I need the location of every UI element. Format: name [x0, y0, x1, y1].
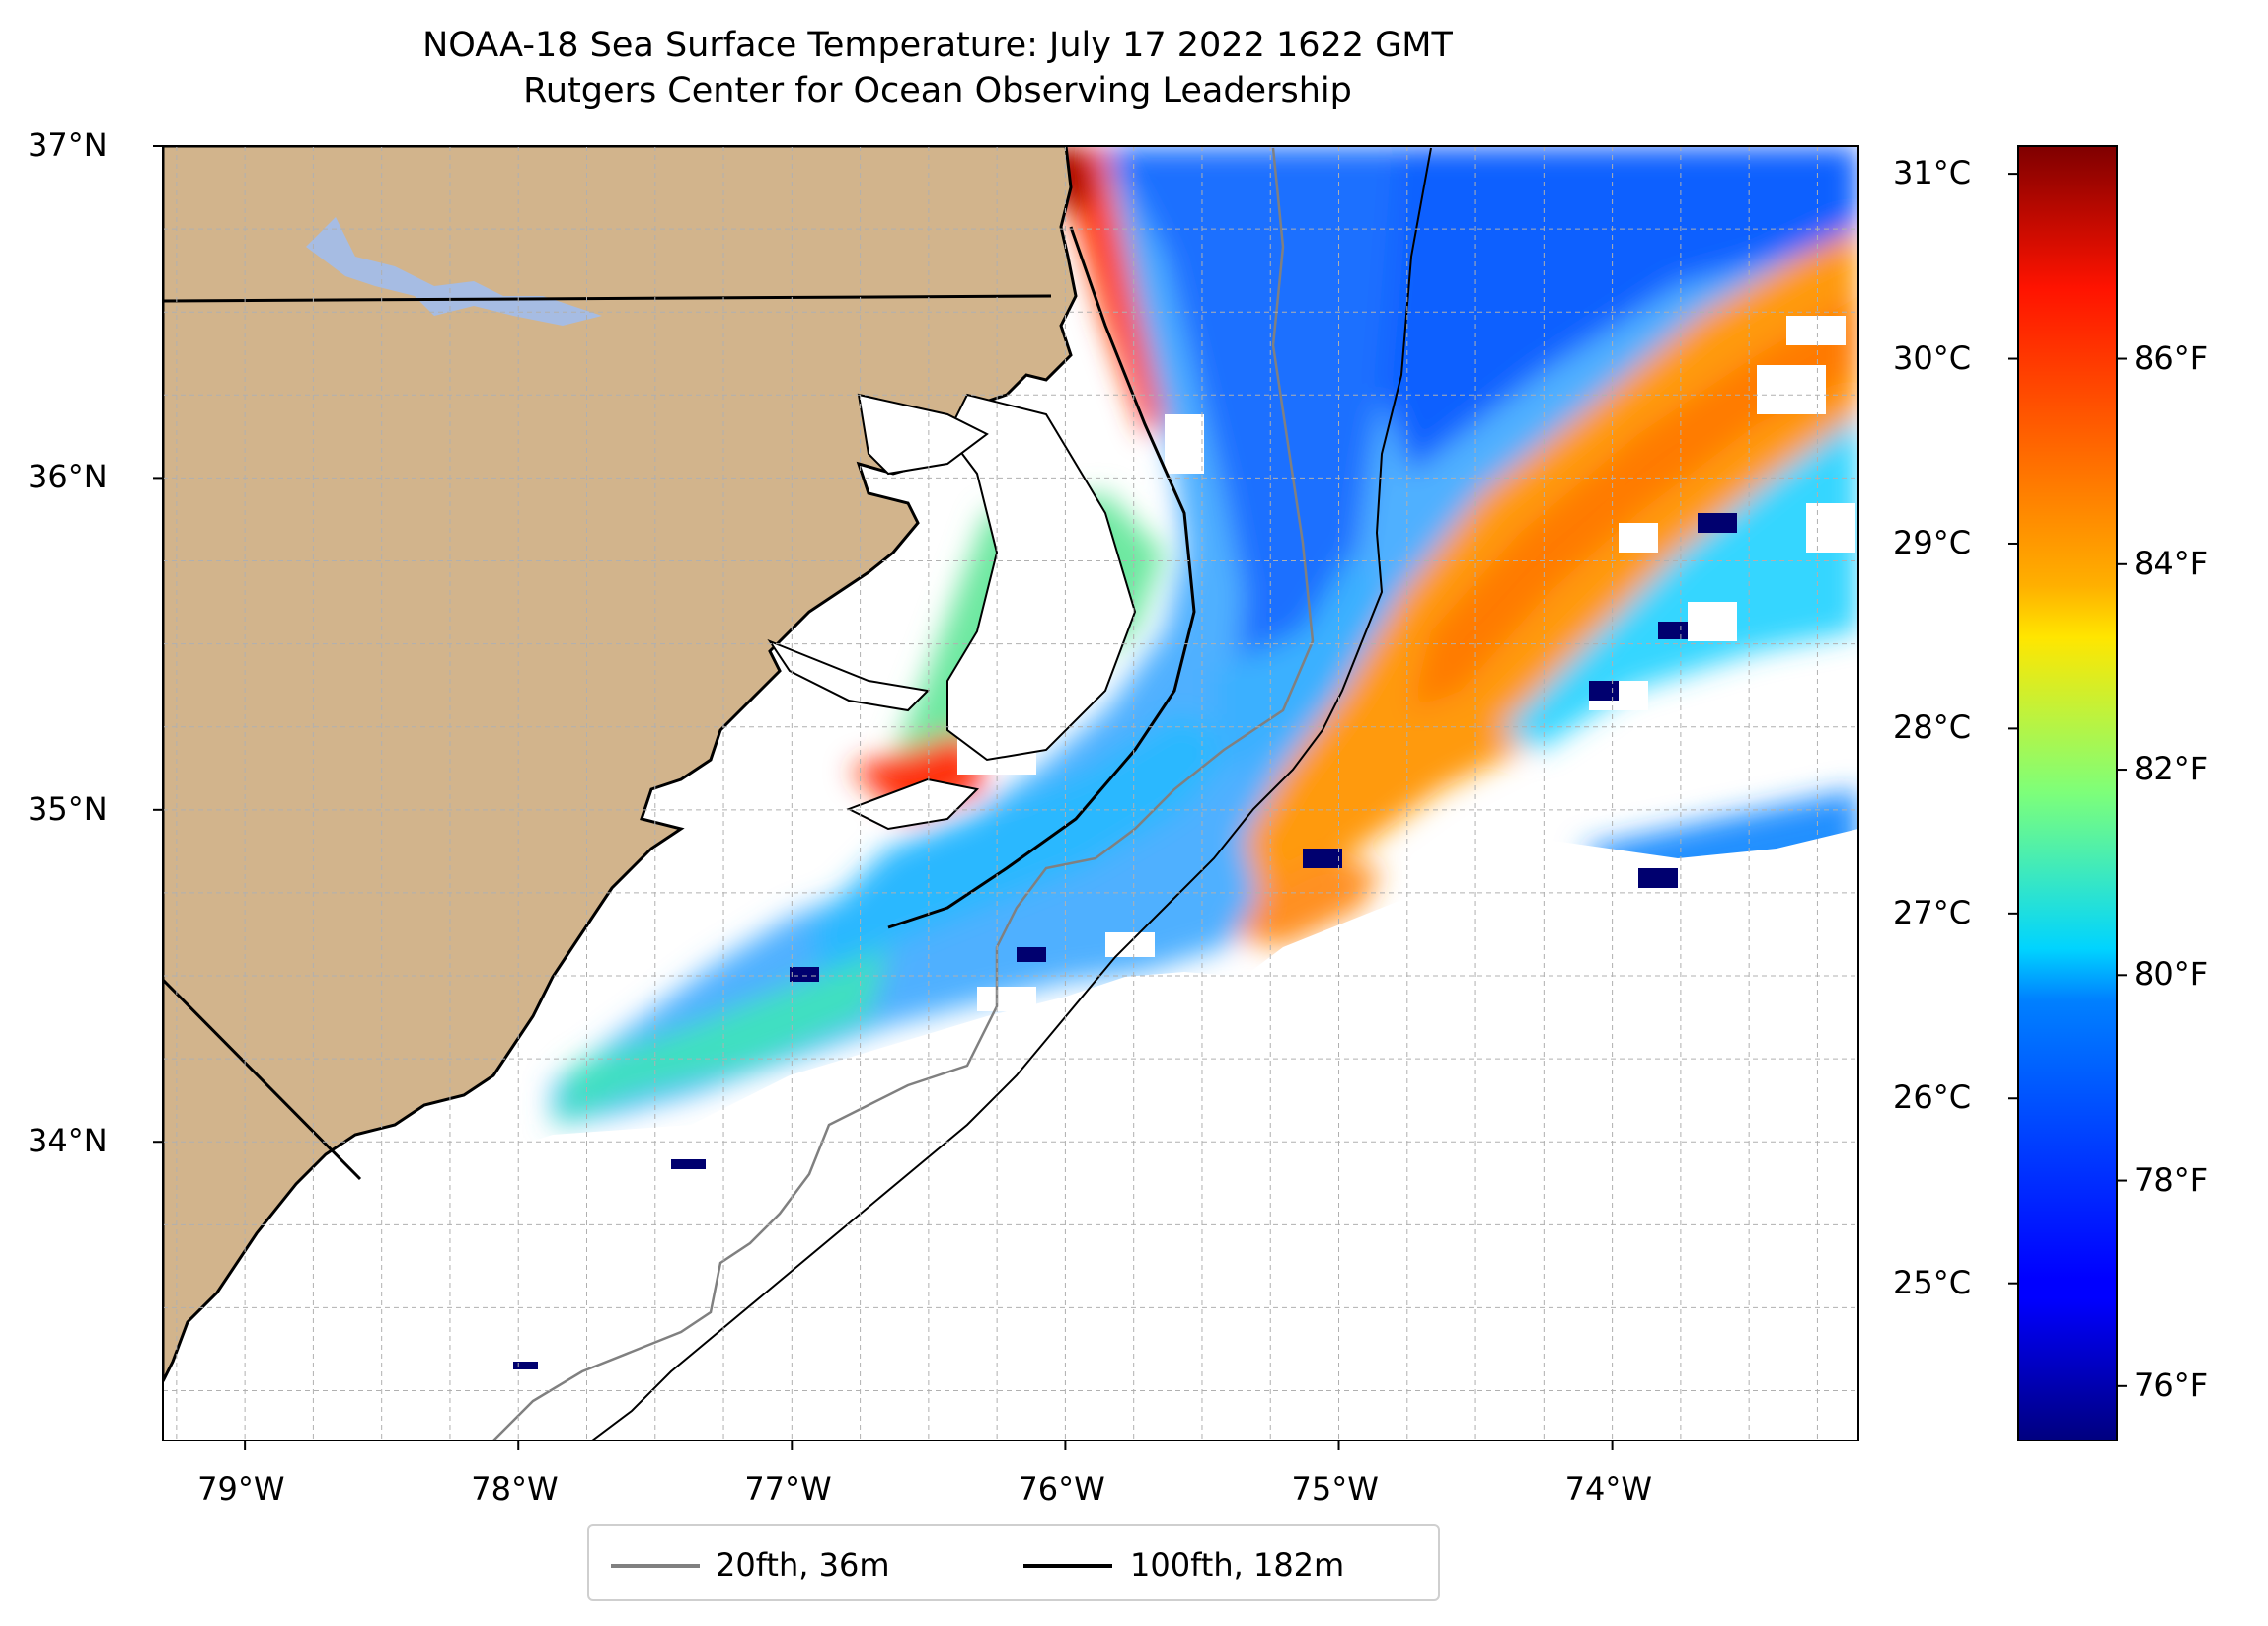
- colorbar-c-label: 30°C: [1893, 338, 1972, 377]
- gridlines: [163, 146, 1858, 1441]
- neuse-river: [767, 638, 931, 712]
- albemarle-sound: [857, 393, 989, 476]
- legend-line-20fth: [611, 1564, 700, 1568]
- axis-ticks: [153, 145, 1614, 1450]
- pamlico-river: [846, 777, 980, 831]
- colorbar-f-label: 78°F: [2134, 1160, 2209, 1199]
- map-frame: [162, 145, 1859, 1441]
- legend: 20fth, 36m 100fth, 182m: [587, 1524, 1440, 1601]
- lon-tick-label: 79°W: [197, 1470, 285, 1508]
- colorbar-f-label: 86°F: [2134, 338, 2209, 377]
- lat-tick-label: 37°N: [28, 126, 108, 164]
- legend-line-100fth: [1023, 1564, 1112, 1568]
- colorbar-c-label: 29°C: [1893, 523, 1972, 561]
- lat-tick-label: 34°N: [28, 1122, 108, 1160]
- colorbar-c-label: 27°C: [1893, 893, 1972, 931]
- lat-tick-label: 35°N: [28, 789, 108, 828]
- colorbar-c-label: 31°C: [1893, 154, 1972, 192]
- lon-tick-label: 78°W: [471, 1470, 559, 1508]
- colorbar-f-label: 76°F: [2134, 1366, 2209, 1404]
- lon-tick-label: 77°W: [744, 1470, 832, 1508]
- colorbar-f-label: 84°F: [2134, 544, 2209, 582]
- colorbar-c-label: 25°C: [1893, 1263, 1972, 1301]
- va-nc-border: [163, 294, 1052, 303]
- isobath-20fth: [492, 147, 1315, 1441]
- lon-tick-label: 75°W: [1291, 1470, 1379, 1508]
- legend-label-100fth: 100fth, 182m: [1130, 1546, 1345, 1584]
- colorbar: [2017, 145, 2118, 1441]
- legend-label-20fth: 20fth, 36m: [716, 1546, 890, 1584]
- colorbar-f-label: 80°F: [2134, 955, 2209, 994]
- cloud-mask: [163, 316, 1858, 1441]
- nc-sc-border: [163, 978, 362, 1181]
- lon-tick-label: 76°W: [1018, 1470, 1105, 1508]
- isobath-100fth: [591, 147, 1432, 1441]
- barrier-island: [887, 226, 1196, 929]
- land: [163, 146, 1078, 1382]
- pamlico-sound: [945, 393, 1137, 762]
- map-subtitle: Rutgers Center for Ocean Observing Leade…: [523, 71, 1352, 111]
- lon-tick-label: 74°W: [1564, 1470, 1652, 1508]
- lat-tick-label: 36°N: [28, 458, 108, 496]
- colorbar-c-label: 26°C: [1893, 1078, 1972, 1117]
- colorbar-c-label: 28°C: [1893, 708, 1972, 747]
- map-title: NOAA-18 Sea Surface Temperature: July 17…: [422, 26, 1453, 65]
- colorbar-ticks: [2008, 173, 2127, 1387]
- colorbar-f-label: 82°F: [2134, 750, 2209, 788]
